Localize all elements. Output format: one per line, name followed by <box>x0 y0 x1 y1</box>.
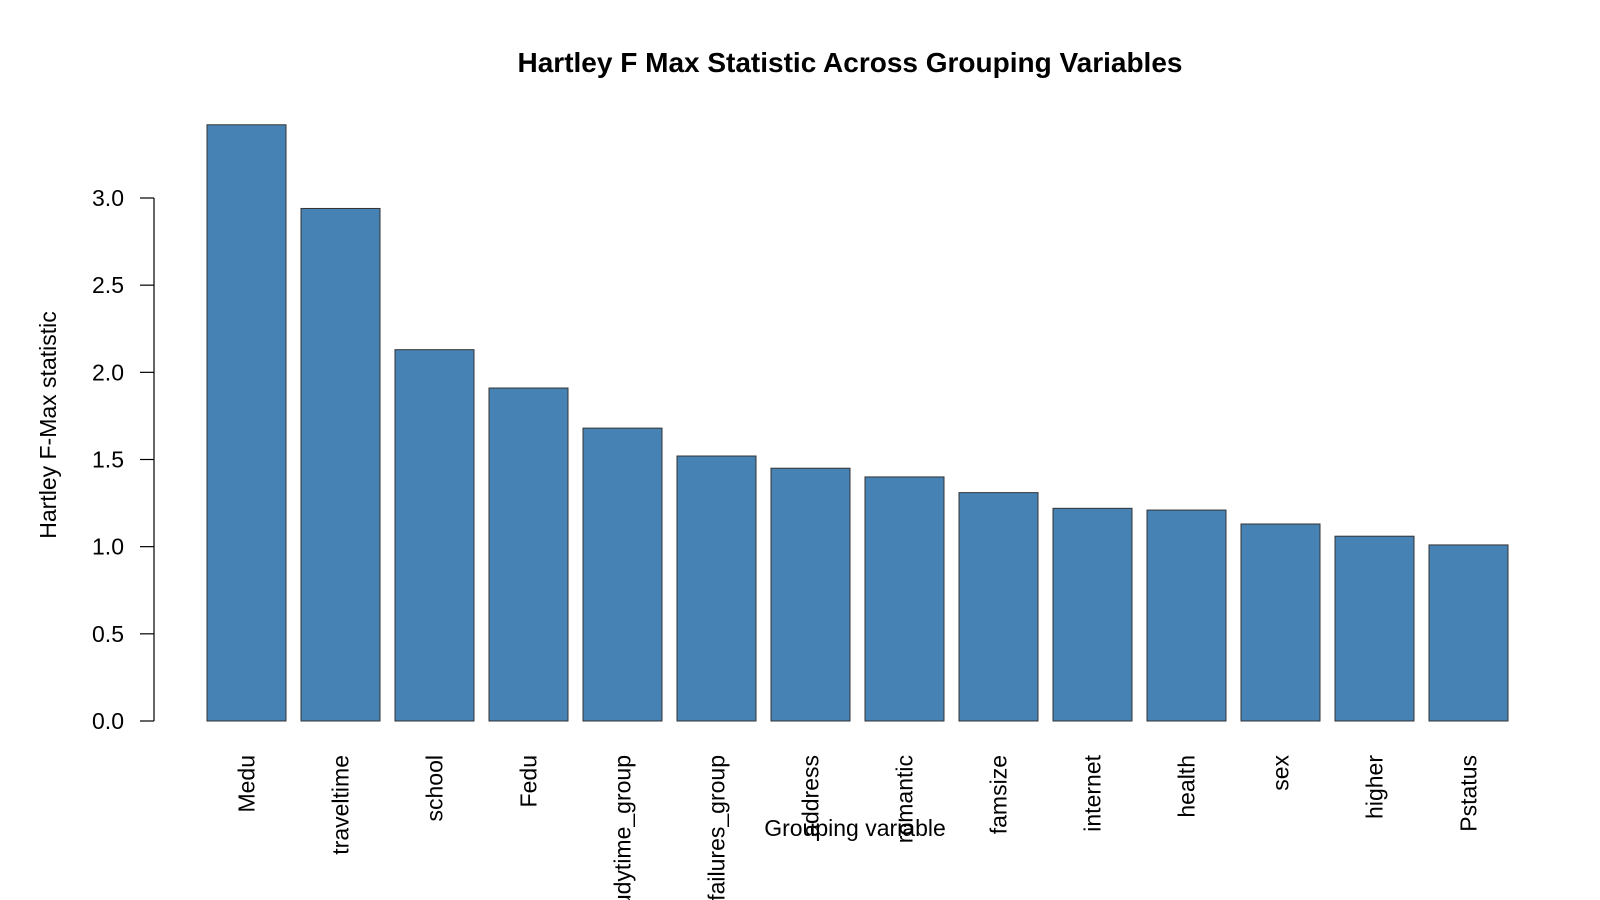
x-tick-label-sex: sex <box>1268 755 1294 791</box>
x-tick-label-address: address <box>798 755 824 837</box>
bar-studytime_group <box>582 427 663 722</box>
y-tick-label: 0.5 <box>92 621 124 647</box>
x-axis-label: Grouping variable <box>764 815 946 841</box>
bars-layer <box>206 124 1509 722</box>
y-tick-label: 2.0 <box>92 359 124 385</box>
x-tick-label-Fedu: Fedu <box>516 755 542 807</box>
y-axis: 0.0 0.5 1.0 1.5 2.0 2.5 3.0 <box>92 185 155 734</box>
y-tick-label: 3.0 <box>92 185 124 211</box>
x-tick-label-internet: internet <box>1080 754 1106 831</box>
bar-Fedu <box>488 387 569 722</box>
bar-romantic <box>864 476 945 722</box>
x-tick-label-health: health <box>1174 755 1200 818</box>
bar-Medu <box>206 124 287 722</box>
x-tick-label-higher: higher <box>1362 755 1388 819</box>
bar-famsize <box>958 492 1039 722</box>
x-tick-label-traveltime: traveltime <box>328 755 354 855</box>
chart-title: Hartley F Max Statistic Across Grouping … <box>518 47 1183 78</box>
bar-traveltime <box>300 207 381 722</box>
y-tick-label: 0.0 <box>92 708 124 734</box>
y-tick-label: 2.5 <box>92 272 124 298</box>
bar-internet <box>1052 507 1133 722</box>
bar-Pstatus <box>1428 544 1509 722</box>
y-axis-label: Hartley F-Max statistic <box>35 311 61 538</box>
x-tick-label-Pstatus: Pstatus <box>1456 755 1482 832</box>
x-tick-label-Medu: Medu <box>234 755 260 813</box>
bar-failures_group <box>676 455 757 722</box>
bar-school <box>394 349 475 722</box>
x-tick-label-failures_group: failures_group <box>704 755 730 900</box>
y-tick-label: 1.5 <box>92 447 124 473</box>
x-tick-labels: Medu traveltime school Fedu studytime_group f… <box>234 754 1482 900</box>
x-tick-label-famsize: famsize <box>986 755 1012 834</box>
bar-health <box>1146 509 1227 722</box>
bar-higher <box>1334 535 1415 722</box>
bar-address <box>770 467 851 722</box>
y-tick-label: 1.0 <box>92 534 124 560</box>
x-tick-label-school: school <box>422 755 448 821</box>
x-tick-label-romantic: romantic <box>892 755 918 843</box>
bar-sex <box>1240 523 1321 722</box>
x-tick-label-studytime_group: studytime_group <box>610 755 636 900</box>
